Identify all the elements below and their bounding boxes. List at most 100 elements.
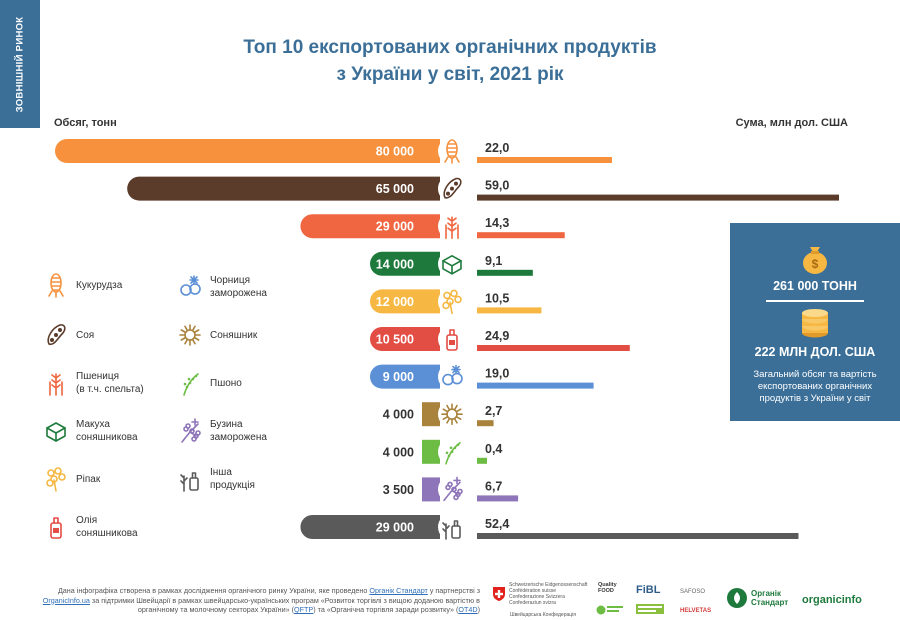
- volume-label: 4 000: [383, 408, 414, 422]
- swiss-line-2: Confédération suisse: [509, 588, 556, 594]
- chart-row: 14 000 9,1: [370, 249, 533, 278]
- value-bar: [477, 157, 612, 163]
- volume-label: 4 000: [383, 445, 414, 459]
- rapeseed-icon: [46, 467, 66, 492]
- legend-label: Пшениця (в т.ч. спельта): [76, 371, 144, 395]
- legend-label: Чорниця заморожена: [210, 275, 267, 299]
- soy-icon: [47, 324, 66, 346]
- wheat-icon: [445, 216, 459, 239]
- volume-bar: [370, 327, 440, 351]
- summary-panel: $ 261 000 ТОНН 222 МЛН ДОЛ. США Загальни…: [730, 223, 900, 421]
- value-bar: [477, 194, 839, 201]
- money-bag-icon: $: [803, 247, 827, 274]
- organic-standard-link[interactable]: Органік Стандарт: [369, 586, 428, 595]
- value-label: 9,1: [485, 254, 502, 268]
- icon-bg: [438, 400, 466, 429]
- value-bar: [477, 307, 542, 314]
- footer-note: Дана інфографіка створена в рамках дослі…: [22, 586, 480, 615]
- icon-bg: [438, 137, 466, 165]
- millet-icon: [445, 441, 461, 465]
- chart-row: 3 500 6,7: [383, 475, 519, 504]
- chart-row: 29 000 52,4: [300, 513, 799, 541]
- value-label: 52,4: [485, 517, 509, 531]
- safoso-logo: SAFOSO: [680, 589, 706, 595]
- legend-label: Соя: [76, 329, 95, 341]
- legend-label: Соняшник: [210, 329, 258, 341]
- value-bar: [477, 457, 487, 464]
- ftm-logo: [636, 604, 664, 614]
- section-tab: ЗОВНІШНІЙ РИНОК: [0, 0, 40, 128]
- legend-label: Олія соняшникова: [76, 515, 138, 539]
- volume-bar: [422, 439, 440, 464]
- volume-bar: [300, 515, 440, 539]
- legend-item: Макуха соняшникова: [44, 418, 138, 444]
- elderberry-icon: [443, 476, 463, 502]
- icon-bg: [438, 325, 466, 353]
- legend-item: Соя: [44, 322, 94, 348]
- sunflower-icon: [179, 324, 201, 346]
- footer-text-3: за підтримки Швейцарії в рамках швейцарс…: [89, 595, 480, 615]
- wheat-icon: [49, 373, 63, 396]
- rapeseed-icon: [442, 289, 462, 315]
- volume-label: 14 000: [376, 257, 414, 271]
- swiss-line-1: Schweizerische Eidgenossenschaft: [509, 582, 588, 588]
- volume-label: 80 000: [376, 145, 414, 159]
- volume-label: 65 000: [376, 182, 414, 196]
- coin-stack-icon: [802, 309, 828, 338]
- chart-row: 12 000 10,5: [370, 287, 542, 316]
- legend-item: Чорниця заморожена: [178, 274, 267, 300]
- volume-axis-label: Обсяг, тонн: [54, 117, 117, 129]
- volume-bar: [127, 176, 441, 201]
- value-axis-label: Сума, млн дол. США: [735, 117, 848, 129]
- volume-label: 12 000: [376, 295, 414, 309]
- blueberry-icon: [180, 275, 201, 296]
- chart-row: 65 000 59,0: [127, 174, 839, 203]
- chart-row: 80 000 22,0: [55, 137, 612, 165]
- summary-caption: Загальний обсяг та вартість експортовани…: [753, 369, 877, 404]
- swiss-shield-icon: [493, 587, 505, 601]
- volume-label: 9 000: [383, 370, 414, 384]
- legend-item: Інша продукція: [178, 466, 255, 492]
- legend-label: Бузина заморожена: [210, 419, 267, 443]
- chart-row: 10 500 24,9: [370, 325, 630, 353]
- qftp-link[interactable]: QFTP: [294, 605, 314, 614]
- value-bar: [477, 420, 494, 427]
- summary-divider: [766, 300, 864, 302]
- legend-label: Ріпак: [76, 473, 101, 485]
- legend-label: Пшоно: [210, 377, 242, 389]
- oilcake-icon: [442, 255, 462, 275]
- sunflower-icon: [441, 403, 463, 426]
- legend-label: Інша продукція: [210, 467, 255, 491]
- legend-item: Бузина заморожена: [178, 418, 267, 444]
- value-bar: [477, 232, 565, 239]
- volume-bar: [422, 402, 440, 427]
- value-label: 2,7: [485, 404, 502, 418]
- oil-bottle-icon: [446, 329, 458, 351]
- volume-label: 29 000: [376, 521, 414, 535]
- corn-icon: [48, 273, 64, 298]
- oil-bottle-icon: [50, 517, 62, 539]
- organic-trade-logo: [596, 605, 623, 615]
- organicinfo-logo: organicinfo: [802, 594, 862, 606]
- swiss-line-4: Confederaziun svizra: [509, 600, 556, 606]
- organic-standard-name: Органік Стандарт: [751, 589, 789, 607]
- other-products-icon: [180, 472, 199, 492]
- volume-label: 10 500: [376, 333, 414, 347]
- soy-icon: [443, 177, 462, 199]
- volume-bar: [370, 364, 440, 389]
- chart-title-line1: Топ 10 експортованих органічних продукті…: [243, 37, 657, 58]
- swiss-line-3: Confederazione Svizzera: [509, 594, 565, 600]
- volume-bar: [55, 139, 440, 163]
- ot4d-link[interactable]: OT4D: [458, 605, 478, 614]
- value-label: 14,3: [485, 216, 509, 230]
- svg-text:$: $: [812, 257, 819, 271]
- millet-icon: [183, 373, 199, 396]
- value-bar: [477, 345, 630, 351]
- footer-text-1: Дана інфографіка створена в рамках дослі…: [57, 586, 370, 595]
- volume-label: 3 500: [383, 483, 414, 497]
- oilcake-icon: [46, 422, 66, 442]
- legend-item: Соняшник: [178, 322, 257, 348]
- organicinfo-link[interactable]: OrganicInfo.ua: [42, 595, 90, 605]
- chart-row: 9 000 19,0: [370, 362, 594, 391]
- volume-bar: [300, 214, 440, 239]
